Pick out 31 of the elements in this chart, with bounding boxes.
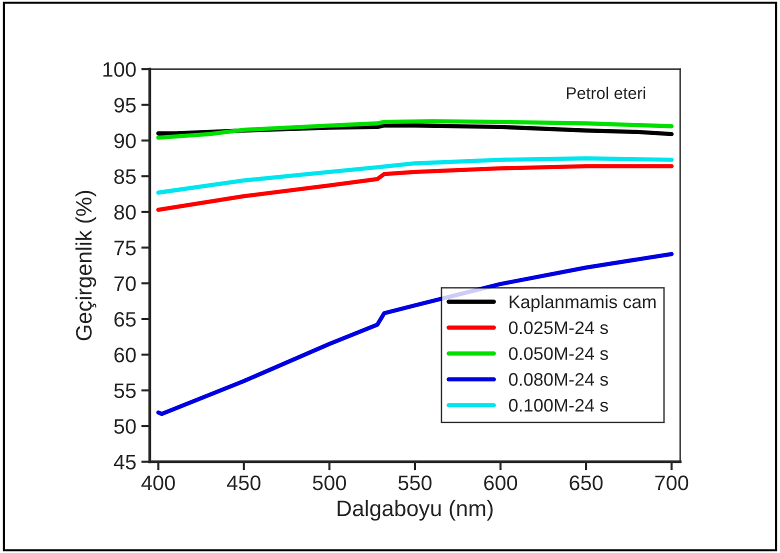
y-tick-label: 85 — [114, 169, 136, 184]
x-axis-title: Dalgaboyu (nm) — [338, 500, 493, 521]
y-tick-label: 55 — [114, 384, 136, 398]
x-tick-label: 650 — [570, 476, 603, 490]
x-tick-label: 600 — [484, 476, 518, 490]
legend-label: 0.100M-24 s — [508, 398, 608, 412]
y-tick-label: 65 — [114, 312, 136, 327]
y-tick-label: 70 — [114, 276, 136, 292]
legend-label: 0.080M-24 s — [508, 373, 608, 386]
y-tick-label: 100 — [103, 62, 136, 77]
x-tick-label: 700 — [655, 476, 688, 490]
y-tick-label: 80 — [114, 204, 136, 220]
y-tick-label: 50 — [114, 419, 136, 434]
y-tick-label: 60 — [114, 348, 136, 362]
x-tick-label: 450 — [226, 476, 260, 490]
line-series — [156, 252, 674, 416]
line-series — [156, 156, 674, 195]
legend-label: 0.025M-24 s — [508, 321, 608, 334]
y-tick-label: 75 — [114, 240, 136, 256]
line-series — [156, 164, 674, 212]
y-tick-label: 95 — [114, 98, 136, 113]
annotation: Petrol eteri — [566, 86, 646, 100]
legend-label: 0.050M-24 s — [508, 347, 608, 360]
x-tick-label: 400 — [141, 476, 175, 490]
y-axis-title: Geçirgenlik (%) — [75, 190, 96, 340]
line-series — [156, 119, 674, 140]
y-tick-label: 45 — [114, 454, 136, 470]
x-tick-label: 550 — [398, 476, 432, 490]
y-tick-label: 90 — [114, 134, 136, 148]
legend-label: Kaplanmamis cam — [510, 295, 656, 312]
x-tick-label: 500 — [312, 476, 346, 490]
